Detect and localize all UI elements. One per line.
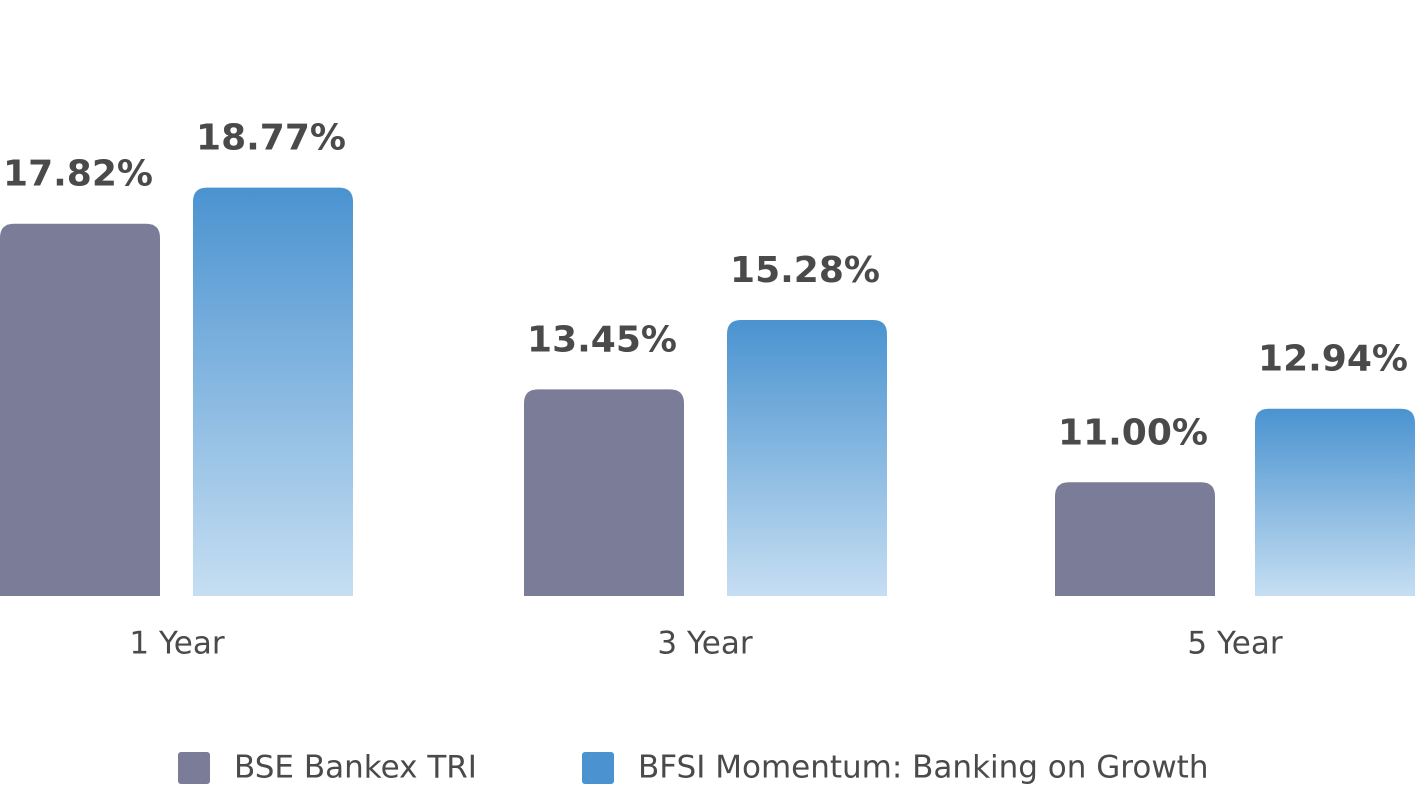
bar bbox=[193, 187, 353, 597]
x-tick-label: 1 Year bbox=[129, 626, 224, 662]
bar bbox=[727, 319, 887, 596]
bar bbox=[524, 389, 684, 596]
value-label: 11.00% bbox=[1058, 412, 1208, 453]
value-label: 18.77% bbox=[196, 118, 346, 159]
legend-swatch bbox=[582, 752, 614, 784]
bar bbox=[1055, 482, 1215, 596]
legend-swatch bbox=[178, 752, 210, 784]
x-tick-label: 5 Year bbox=[1187, 626, 1282, 662]
bar bbox=[1255, 408, 1415, 596]
value-label: 13.45% bbox=[527, 319, 677, 360]
value-label: 15.28% bbox=[730, 250, 880, 291]
value-label: 17.82% bbox=[3, 154, 153, 195]
bar bbox=[0, 223, 160, 596]
legend-label: BFSI Momentum: Banking on Growth bbox=[638, 750, 1209, 786]
value-label: 12.94% bbox=[1258, 339, 1408, 380]
legend-label: BSE Bankex TRI bbox=[234, 750, 477, 786]
x-tick-label: 3 Year bbox=[657, 626, 752, 662]
